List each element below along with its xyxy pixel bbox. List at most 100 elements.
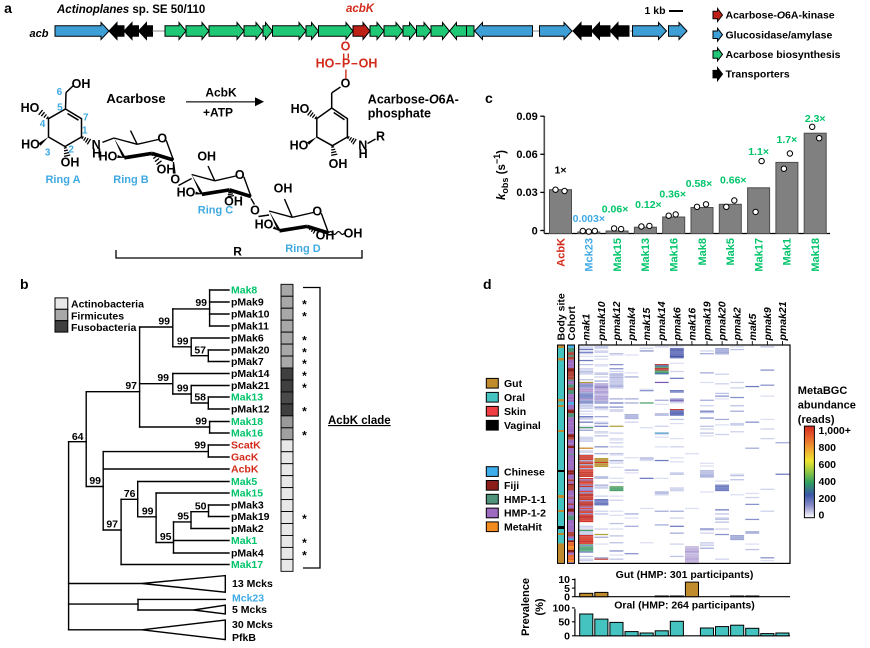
svg-text:GacK: GacK xyxy=(231,452,259,464)
svg-text:0.58×: 0.58× xyxy=(686,178,713,190)
svg-text:400: 400 xyxy=(819,476,837,488)
svg-text:acbK: acbK xyxy=(346,3,375,15)
svg-text:100: 100 xyxy=(552,603,570,615)
svg-text:Actinobacteria: Actinobacteria xyxy=(71,298,144,310)
svg-text:H: H xyxy=(92,147,101,161)
svg-text:Ring C: Ring C xyxy=(198,205,233,217)
svg-text:pMak11: pMak11 xyxy=(231,321,269,333)
svg-text:O: O xyxy=(235,168,245,182)
svg-text:99: 99 xyxy=(195,297,207,309)
svg-text:OH: OH xyxy=(329,157,348,171)
svg-text:99: 99 xyxy=(89,475,101,487)
svg-text:Chinese: Chinese xyxy=(504,466,545,478)
svg-text:mak5: mak5 xyxy=(747,313,759,340)
svg-text:OH: OH xyxy=(316,228,335,242)
svg-text:HO: HO xyxy=(177,185,196,199)
svg-text:O: O xyxy=(312,204,322,218)
svg-text:7: 7 xyxy=(83,113,89,124)
svg-text:Transporters: Transporters xyxy=(726,69,790,81)
svg-text:6: 6 xyxy=(57,87,63,98)
svg-text:AcbK clade: AcbK clade xyxy=(328,415,391,427)
svg-text:pmak4: pmak4 xyxy=(626,307,638,341)
svg-text:*: * xyxy=(302,405,307,419)
svg-text:Mak18: Mak18 xyxy=(231,416,263,428)
svg-text:97: 97 xyxy=(106,519,118,531)
svg-text:600: 600 xyxy=(819,459,837,471)
svg-text:pmak20: pmak20 xyxy=(717,301,729,341)
svg-text:mak15: mak15 xyxy=(641,308,653,341)
svg-text:Acarbose-O6A-: Acarbose-O6A- xyxy=(368,92,459,106)
svg-text:0.06: 0.06 xyxy=(516,149,537,161)
svg-text:95: 95 xyxy=(177,511,189,523)
svg-text:pMak21: pMak21 xyxy=(231,380,270,392)
svg-text:50: 50 xyxy=(195,500,207,512)
svg-text:Mak16: Mak16 xyxy=(669,238,681,272)
svg-text:0.03: 0.03 xyxy=(516,187,537,199)
svg-text:OH: OH xyxy=(197,149,216,163)
svg-text:b: b xyxy=(20,276,29,292)
svg-text:Mak17: Mak17 xyxy=(231,559,263,571)
svg-text:*: * xyxy=(302,346,307,360)
svg-text:50: 50 xyxy=(558,617,570,629)
svg-text:0.09: 0.09 xyxy=(516,111,537,123)
svg-text:*: * xyxy=(302,549,307,563)
svg-text:64: 64 xyxy=(72,431,84,443)
svg-text:0: 0 xyxy=(564,591,570,603)
svg-text:c: c xyxy=(485,90,493,106)
svg-text:Ring A: Ring A xyxy=(45,174,80,186)
svg-text:1.1×: 1.1× xyxy=(748,146,769,158)
svg-text:Mak18: Mak18 xyxy=(810,238,822,272)
svg-text:Oral (HMP: 264 participants): Oral (HMP: 264 participants) xyxy=(614,599,755,611)
svg-text:AcbK: AcbK xyxy=(205,86,237,100)
svg-text:57: 57 xyxy=(194,344,206,356)
svg-text:OH: OH xyxy=(274,181,293,195)
svg-text:Mak16: Mak16 xyxy=(231,428,263,440)
svg-text:O: O xyxy=(341,77,351,91)
svg-text:58: 58 xyxy=(194,392,206,404)
svg-text:(%): (%) xyxy=(534,598,546,615)
svg-text:pMak7: pMak7 xyxy=(231,356,264,368)
svg-text:Mak1: Mak1 xyxy=(782,238,794,266)
svg-text:99: 99 xyxy=(177,335,189,347)
svg-text:0.003×: 0.003× xyxy=(573,213,605,225)
svg-text:abundance: abundance xyxy=(798,400,856,412)
svg-text:Ring D: Ring D xyxy=(285,243,320,255)
svg-text:P: P xyxy=(342,57,350,71)
svg-text:*: * xyxy=(302,512,307,526)
svg-text:Oral: Oral xyxy=(504,392,525,404)
svg-text:0.66×: 0.66× xyxy=(720,175,747,187)
svg-text:2: 2 xyxy=(68,145,74,156)
svg-text:Vaginal: Vaginal xyxy=(504,420,541,432)
svg-text:Acarbose biosynthesis: Acarbose biosynthesis xyxy=(726,49,841,61)
svg-text:phosphate: phosphate xyxy=(368,107,431,121)
svg-text:4: 4 xyxy=(40,119,46,130)
svg-text:pmak21: pmak21 xyxy=(777,301,789,341)
svg-text:pMak12: pMak12 xyxy=(231,404,270,416)
svg-text:pmak10: pmak10 xyxy=(596,301,608,341)
svg-text:*: * xyxy=(302,298,307,312)
svg-text:200: 200 xyxy=(819,493,837,505)
svg-text:N: N xyxy=(358,139,367,153)
svg-text:pmak19: pmak19 xyxy=(702,301,714,341)
svg-text:Mak13: Mak13 xyxy=(231,392,263,404)
svg-text:pMak20: pMak20 xyxy=(231,345,270,357)
svg-text:*: * xyxy=(302,310,307,324)
svg-text:Mck23: Mck23 xyxy=(584,238,596,272)
svg-text:OH: OH xyxy=(61,156,80,170)
svg-text:*: * xyxy=(302,536,307,550)
svg-text:Body site: Body site xyxy=(556,293,568,340)
svg-text:O: O xyxy=(170,172,180,186)
svg-text:Mak8: Mak8 xyxy=(231,285,257,297)
svg-text:mak1: mak1 xyxy=(581,313,593,340)
svg-text:O: O xyxy=(341,39,351,53)
svg-text:+ATP: +ATP xyxy=(203,106,233,120)
svg-text:Fiji: Fiji xyxy=(504,480,519,492)
svg-text:1,000+: 1,000+ xyxy=(819,425,851,437)
svg-text:O: O xyxy=(250,204,260,218)
svg-text:acb: acb xyxy=(30,28,49,40)
svg-text:AcbK: AcbK xyxy=(555,238,567,267)
svg-text:Ring B: Ring B xyxy=(113,174,148,186)
svg-text:Mak5: Mak5 xyxy=(725,238,737,266)
svg-text:pMak6: pMak6 xyxy=(231,333,264,345)
svg-text:HO: HO xyxy=(255,217,274,231)
